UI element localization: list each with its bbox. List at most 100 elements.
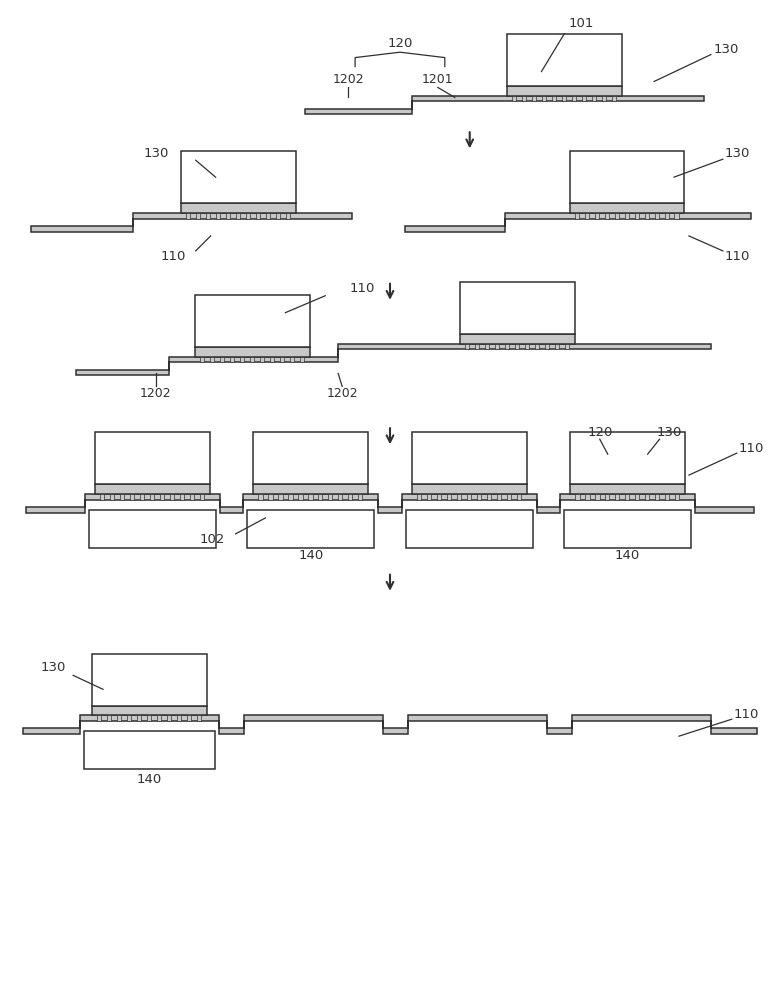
Bar [615, 494, 619, 500]
Bar [570, 203, 684, 213]
Bar [555, 344, 559, 349]
Text: 130: 130 [714, 43, 740, 56]
Bar [89, 510, 216, 548]
Bar [169, 494, 174, 500]
Bar [644, 213, 649, 219]
Bar [254, 432, 368, 484]
Bar [626, 494, 629, 500]
Bar [254, 484, 368, 494]
Text: 140: 140 [615, 549, 640, 562]
Bar [582, 96, 586, 101]
Bar [562, 96, 566, 101]
Bar [665, 213, 669, 219]
Polygon shape [27, 494, 754, 513]
Text: 110: 110 [725, 250, 751, 263]
Bar [226, 213, 230, 219]
Bar [604, 213, 609, 219]
Bar [150, 494, 154, 500]
Bar [107, 715, 111, 721]
Bar [290, 357, 294, 362]
Polygon shape [76, 344, 711, 375]
Text: 130: 130 [41, 661, 66, 674]
Bar [127, 715, 131, 721]
Bar [495, 344, 499, 349]
Bar [240, 357, 244, 362]
Bar [92, 654, 206, 706]
Bar [675, 494, 679, 500]
Bar [300, 357, 304, 362]
Polygon shape [405, 213, 751, 232]
Bar [572, 96, 576, 101]
Bar [137, 715, 141, 721]
Bar [570, 432, 685, 484]
Bar [427, 494, 431, 500]
Text: 1201: 1201 [422, 73, 454, 86]
Bar [278, 494, 283, 500]
Text: 1202: 1202 [140, 387, 172, 400]
Bar [318, 494, 323, 500]
Bar [181, 203, 296, 213]
Bar [110, 494, 114, 500]
Bar [654, 213, 659, 219]
Bar [160, 494, 164, 500]
Bar [476, 494, 481, 500]
Bar [117, 715, 121, 721]
Bar [570, 484, 685, 494]
Bar [270, 357, 274, 362]
Text: 1202: 1202 [326, 387, 358, 400]
Bar [612, 96, 616, 101]
Bar [250, 357, 255, 362]
Bar [605, 494, 609, 500]
Bar [210, 357, 214, 362]
Text: 140: 140 [298, 549, 323, 562]
Bar [200, 357, 205, 362]
Bar [545, 344, 549, 349]
Bar [585, 494, 590, 500]
Bar [206, 213, 210, 219]
Polygon shape [305, 96, 704, 114]
Text: 130: 130 [725, 147, 751, 160]
Bar [507, 34, 622, 86]
Bar [457, 494, 461, 500]
Bar [269, 494, 273, 500]
Bar [248, 510, 374, 548]
Bar [186, 213, 191, 219]
Text: 140: 140 [137, 773, 162, 786]
Bar [140, 494, 144, 500]
Bar [575, 213, 579, 219]
Bar [542, 96, 546, 101]
Polygon shape [23, 715, 757, 734]
Bar [286, 213, 290, 219]
Bar [507, 86, 622, 96]
Bar [635, 494, 640, 500]
Bar [216, 213, 220, 219]
Bar [120, 494, 124, 500]
Bar [675, 213, 679, 219]
Bar [288, 494, 293, 500]
Bar [95, 432, 209, 484]
Bar [625, 213, 629, 219]
Bar [512, 96, 516, 101]
Bar [328, 494, 333, 500]
Bar [595, 213, 599, 219]
Text: 102: 102 [200, 533, 226, 546]
Text: 101: 101 [569, 17, 594, 30]
Text: 1202: 1202 [333, 73, 364, 86]
Bar [475, 344, 480, 349]
Bar [166, 715, 171, 721]
Bar [497, 494, 501, 500]
Bar [236, 213, 241, 219]
Bar [260, 357, 264, 362]
Bar [460, 334, 575, 344]
Bar [187, 715, 191, 721]
Bar [485, 344, 490, 349]
Bar [447, 494, 451, 500]
Bar [97, 715, 102, 721]
Bar [655, 494, 659, 500]
Bar [570, 151, 684, 203]
Bar [437, 494, 441, 500]
Bar [130, 494, 134, 500]
Text: 130: 130 [143, 147, 169, 160]
Text: 110: 110 [734, 708, 759, 721]
Bar [525, 344, 530, 349]
